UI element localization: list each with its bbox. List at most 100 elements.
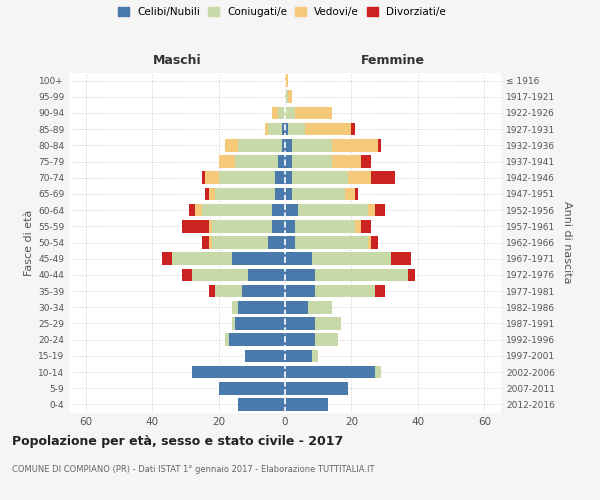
Bar	[315, 317, 341, 330]
Bar	[285, 350, 311, 362]
Bar	[209, 220, 212, 232]
Bar	[275, 188, 285, 200]
Bar	[295, 220, 355, 232]
Bar	[172, 252, 232, 265]
Bar	[268, 236, 285, 249]
Bar	[292, 172, 348, 184]
Bar	[361, 220, 371, 232]
Bar	[195, 204, 202, 216]
Bar	[192, 366, 285, 378]
Bar	[205, 188, 209, 200]
Bar	[332, 139, 378, 151]
Y-axis label: Fasce di età: Fasce di età	[24, 210, 34, 276]
Bar	[212, 236, 268, 249]
Bar	[225, 139, 238, 151]
Bar	[285, 139, 292, 151]
Bar	[375, 285, 385, 298]
Bar	[278, 106, 285, 120]
Bar	[298, 204, 368, 216]
Bar	[285, 301, 308, 314]
Bar	[368, 236, 371, 249]
Bar	[268, 123, 281, 136]
Bar	[285, 220, 295, 232]
Bar	[202, 204, 272, 216]
Bar	[218, 155, 235, 168]
Bar	[371, 236, 378, 249]
Bar	[285, 74, 289, 87]
Bar	[348, 172, 371, 184]
Bar	[285, 398, 328, 410]
Bar	[209, 285, 215, 298]
Bar	[202, 236, 209, 249]
Bar	[248, 268, 285, 281]
Bar	[371, 172, 395, 184]
Bar	[272, 220, 285, 232]
Bar	[355, 188, 358, 200]
Bar	[218, 172, 275, 184]
Bar	[315, 268, 408, 281]
Bar	[292, 188, 345, 200]
Bar	[375, 366, 382, 378]
Text: Maschi: Maschi	[152, 54, 202, 68]
Bar	[311, 350, 318, 362]
Bar	[408, 268, 415, 281]
Bar	[209, 236, 212, 249]
Bar	[311, 252, 391, 265]
Bar	[235, 155, 278, 168]
Bar	[352, 123, 355, 136]
Bar	[232, 301, 238, 314]
Bar	[192, 268, 248, 281]
Bar	[285, 236, 295, 249]
Bar	[285, 252, 311, 265]
Bar	[292, 139, 332, 151]
Bar	[281, 139, 285, 151]
Bar	[182, 268, 192, 281]
Bar	[232, 252, 285, 265]
Bar	[225, 334, 229, 346]
Bar	[285, 204, 298, 216]
Bar	[305, 123, 352, 136]
Bar	[292, 155, 332, 168]
Bar	[162, 252, 172, 265]
Bar	[285, 188, 292, 200]
Bar	[229, 334, 285, 346]
Bar	[295, 106, 332, 120]
Bar	[272, 106, 278, 120]
Bar	[285, 90, 289, 103]
Bar	[205, 172, 218, 184]
Bar	[285, 123, 289, 136]
Bar	[285, 268, 315, 281]
Bar	[295, 236, 368, 249]
Text: Popolazione per età, sesso e stato civile - 2017: Popolazione per età, sesso e stato civil…	[12, 435, 343, 448]
Bar	[315, 334, 338, 346]
Bar	[209, 188, 215, 200]
Bar	[272, 204, 285, 216]
Bar	[275, 172, 285, 184]
Bar	[345, 188, 355, 200]
Bar	[182, 220, 209, 232]
Bar	[378, 139, 382, 151]
Text: Femmine: Femmine	[361, 54, 425, 68]
Bar	[188, 204, 195, 216]
Bar	[238, 301, 285, 314]
Bar	[212, 220, 272, 232]
Bar	[278, 155, 285, 168]
Bar	[215, 285, 242, 298]
Bar	[332, 155, 361, 168]
Bar	[285, 317, 315, 330]
Bar	[361, 155, 371, 168]
Bar	[391, 252, 411, 265]
Bar	[265, 123, 268, 136]
Bar	[289, 123, 305, 136]
Bar	[285, 285, 315, 298]
Bar	[368, 204, 375, 216]
Bar	[289, 90, 292, 103]
Bar	[238, 398, 285, 410]
Bar	[245, 350, 285, 362]
Bar	[218, 382, 285, 394]
Bar	[235, 317, 285, 330]
Bar	[242, 285, 285, 298]
Bar	[215, 188, 275, 200]
Text: COMUNE DI COMPIANO (PR) - Dati ISTAT 1° gennaio 2017 - Elaborazione TUTTITALIA.I: COMUNE DI COMPIANO (PR) - Dati ISTAT 1° …	[12, 465, 374, 474]
Bar	[281, 123, 285, 136]
